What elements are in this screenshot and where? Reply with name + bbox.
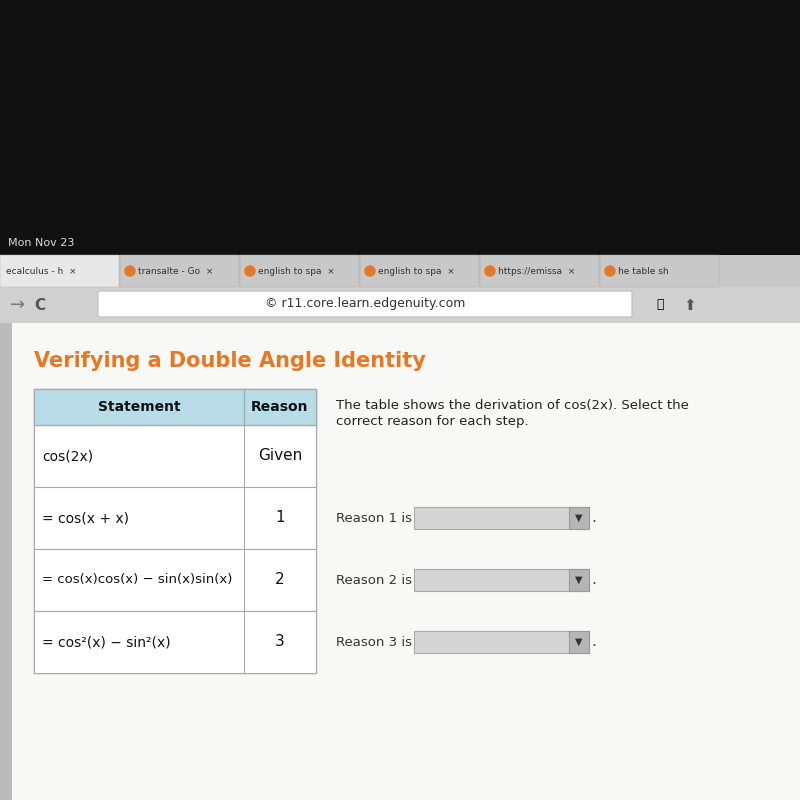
Text: Mon Nov 23: Mon Nov 23 (8, 238, 74, 248)
Text: = cos(x + x): = cos(x + x) (42, 511, 129, 525)
Text: Statement: Statement (98, 400, 180, 414)
Bar (34, 549, 316, 611)
Circle shape (365, 266, 375, 276)
Text: transalte - Go  ×: transalte - Go × (138, 266, 214, 275)
Text: The table shows the derivation of cos(2x). Select the: The table shows the derivation of cos(2x… (336, 399, 689, 412)
Bar (0, 0, 800, 260)
Bar (480, 255, 599, 287)
Text: correct reason for each step.: correct reason for each step. (336, 415, 529, 428)
Bar (414, 507, 589, 529)
Text: Reason 1 is: Reason 1 is (336, 511, 412, 525)
Bar (0, 323, 12, 800)
Text: Given: Given (258, 449, 302, 463)
Text: english to spa  ×: english to spa × (378, 266, 454, 275)
Text: Verifying a Double Angle Identity: Verifying a Double Angle Identity (34, 351, 426, 371)
Bar (34, 487, 316, 549)
Text: https://emissa  ×: https://emissa × (498, 266, 575, 275)
Text: 2: 2 (275, 573, 285, 587)
Bar (414, 569, 589, 591)
Text: 3: 3 (275, 634, 285, 650)
Bar (240, 255, 359, 287)
Bar (34, 611, 316, 673)
Bar (360, 255, 479, 287)
Bar (34, 389, 316, 425)
Bar (120, 255, 239, 287)
Bar (569, 631, 589, 653)
Circle shape (125, 266, 135, 276)
Bar (0, 323, 800, 800)
Bar (0, 287, 800, 323)
Text: C: C (34, 298, 46, 313)
FancyBboxPatch shape (98, 291, 632, 317)
Text: ⬆: ⬆ (684, 298, 696, 313)
Text: ▼: ▼ (575, 575, 582, 585)
Text: ecalculus - h  ×: ecalculus - h × (6, 266, 77, 275)
Bar (34, 425, 316, 487)
Circle shape (485, 266, 495, 276)
Circle shape (245, 266, 255, 276)
Text: © r11.core.learn.edgenuity.com: © r11.core.learn.edgenuity.com (265, 298, 465, 310)
Bar (34, 389, 316, 673)
Circle shape (605, 266, 615, 276)
Bar (569, 507, 589, 529)
Bar (414, 631, 589, 653)
Text: .: . (591, 634, 596, 650)
Text: Reason: Reason (251, 400, 309, 414)
Bar (600, 255, 719, 287)
Text: 🎤: 🎤 (656, 298, 664, 311)
Text: cos(2x): cos(2x) (42, 449, 93, 463)
Text: →: → (10, 296, 26, 314)
Text: ▼: ▼ (575, 513, 582, 523)
Text: = cos²(x) − sin²(x): = cos²(x) − sin²(x) (42, 635, 170, 649)
Bar (569, 569, 589, 591)
Text: he table sh: he table sh (618, 266, 669, 275)
Bar (0, 255, 800, 287)
Bar (12, 323, 800, 800)
Text: .: . (591, 573, 596, 587)
Text: Reason 3 is: Reason 3 is (336, 635, 412, 649)
Text: Reason 2 is: Reason 2 is (336, 574, 412, 586)
Text: ▼: ▼ (575, 637, 582, 647)
Text: english to spa  ×: english to spa × (258, 266, 334, 275)
Text: = cos(x)cos(x) − sin(x)sin(x): = cos(x)cos(x) − sin(x)sin(x) (42, 574, 232, 586)
Bar (0, 255, 119, 287)
Text: 1: 1 (275, 510, 285, 526)
Text: .: . (591, 510, 596, 526)
